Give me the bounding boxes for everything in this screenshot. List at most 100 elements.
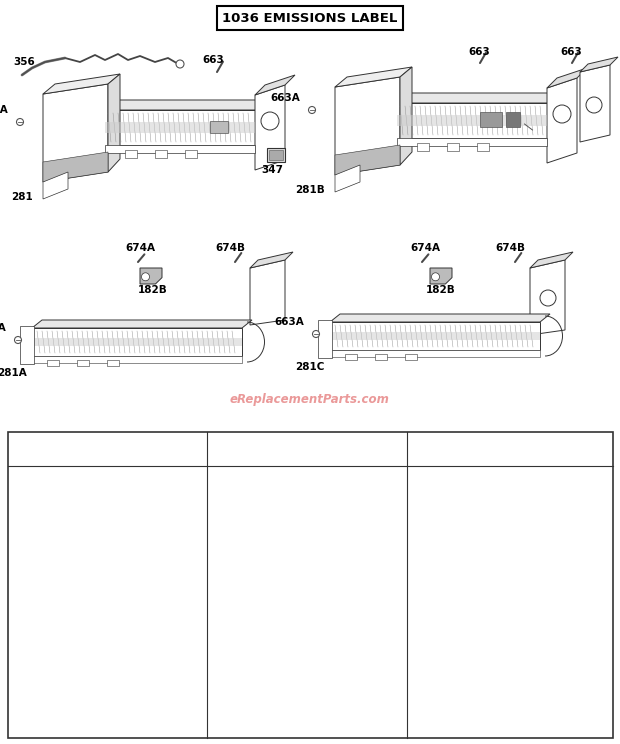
Text: 0110.: 0110. xyxy=(93,542,119,551)
Text: REF.
NO.: REF. NO. xyxy=(415,436,433,455)
Polygon shape xyxy=(397,138,547,146)
Text: Screw: Screw xyxy=(492,545,520,554)
Polygon shape xyxy=(105,122,255,132)
Text: 663: 663 xyxy=(202,55,224,65)
Polygon shape xyxy=(43,74,120,94)
Polygon shape xyxy=(335,77,400,175)
Text: PART
NO.: PART NO. xyxy=(50,436,72,455)
Text: 663: 663 xyxy=(415,473,434,482)
Text: 281: 281 xyxy=(11,192,33,202)
Text: DESCRIPTION: DESCRIPTION xyxy=(93,436,154,445)
Text: PART
NO.: PART NO. xyxy=(449,436,471,455)
Text: 663A: 663A xyxy=(274,317,304,327)
Polygon shape xyxy=(43,172,68,199)
Text: 1036 EMISSIONS LABEL: 1036 EMISSIONS LABEL xyxy=(223,11,397,25)
Text: 674A: 674A xyxy=(125,243,155,253)
Polygon shape xyxy=(140,268,162,284)
Text: 182B: 182B xyxy=(16,473,42,482)
Text: 663: 663 xyxy=(560,47,582,57)
Text: 356: 356 xyxy=(13,57,35,67)
Text: Used on Type No(s).: Used on Type No(s). xyxy=(93,497,183,506)
Text: Briggs & Stratton: Briggs & Stratton xyxy=(492,590,570,599)
Bar xyxy=(47,360,59,366)
Circle shape xyxy=(586,97,602,113)
Polygon shape xyxy=(547,68,587,88)
Polygon shape xyxy=(255,85,285,170)
Text: 281B: 281B xyxy=(295,185,325,195)
Bar xyxy=(32,356,242,363)
Text: (Control Panel): (Control Panel) xyxy=(492,484,559,493)
Text: Screw: Screw xyxy=(492,473,520,482)
Text: 182B: 182B xyxy=(138,285,168,295)
Circle shape xyxy=(309,106,316,114)
Text: Screw: Screw xyxy=(492,521,520,530)
Polygon shape xyxy=(430,268,452,284)
Polygon shape xyxy=(108,74,120,172)
Text: 0110, 0114.: 0110, 0114. xyxy=(292,553,347,562)
Text: Panel-Control: Panel-Control xyxy=(93,487,154,496)
Text: 674A: 674A xyxy=(415,521,441,530)
Polygon shape xyxy=(397,93,559,103)
Text: 711578: 711578 xyxy=(50,521,88,530)
Bar xyxy=(155,150,167,158)
Bar xyxy=(330,350,540,357)
Text: 663A: 663A xyxy=(415,497,441,506)
Text: Panel-Control: Panel-Control xyxy=(292,473,353,482)
Polygon shape xyxy=(547,78,577,163)
Polygon shape xyxy=(400,67,412,165)
Text: 347: 347 xyxy=(215,507,234,516)
Bar xyxy=(345,354,357,360)
Text: 281B: 281B xyxy=(16,556,42,565)
Text: 663A: 663A xyxy=(0,105,8,115)
Text: Used on Type No(s).: Used on Type No(s). xyxy=(93,566,183,575)
Bar xyxy=(375,354,387,360)
Text: 710234: 710234 xyxy=(449,497,487,506)
Circle shape xyxy=(14,336,22,344)
Polygon shape xyxy=(530,260,565,335)
Text: DESCRIPTION: DESCRIPTION xyxy=(292,436,353,445)
Text: 710491: 710491 xyxy=(50,473,88,482)
Polygon shape xyxy=(250,252,293,268)
Text: 710095: 710095 xyxy=(449,473,487,482)
Text: (Without Light): (Without Light) xyxy=(292,518,360,527)
Bar xyxy=(32,328,242,356)
Polygon shape xyxy=(105,145,255,153)
Bar xyxy=(405,354,417,360)
Bar xyxy=(417,143,429,151)
Circle shape xyxy=(312,330,319,338)
Circle shape xyxy=(176,60,184,68)
Text: REF.
NO.: REF. NO. xyxy=(16,436,34,455)
Text: (Fuel Tank Bracket): (Fuel Tank Bracket) xyxy=(492,531,578,540)
Bar xyxy=(318,320,332,358)
Text: 281A: 281A xyxy=(16,521,42,530)
Text: 711577: 711577 xyxy=(249,473,287,482)
Text: 691995: 691995 xyxy=(249,507,287,516)
Text: 711574: 711574 xyxy=(50,556,88,565)
Text: PART
NO.: PART NO. xyxy=(249,436,271,455)
Polygon shape xyxy=(397,103,547,138)
Text: 663A: 663A xyxy=(270,93,300,103)
Text: 0113.: 0113. xyxy=(93,577,119,586)
Text: 674A: 674A xyxy=(410,243,440,253)
Bar xyxy=(32,338,242,346)
Text: Wire-Stop: Wire-Stop xyxy=(292,531,336,540)
Polygon shape xyxy=(335,145,400,175)
Bar xyxy=(125,150,137,158)
Polygon shape xyxy=(105,100,267,110)
Polygon shape xyxy=(255,75,295,95)
Text: 281C: 281C xyxy=(296,362,325,372)
Text: 663: 663 xyxy=(468,47,490,57)
Text: Label-Emissions: Label-Emissions xyxy=(492,569,564,578)
Bar xyxy=(330,332,540,340)
Circle shape xyxy=(432,273,440,280)
Circle shape xyxy=(553,105,571,123)
Text: Available From A: Available From A xyxy=(492,580,567,589)
Bar xyxy=(107,360,119,366)
Text: 281C: 281C xyxy=(215,473,241,482)
Bar xyxy=(269,150,283,160)
Bar xyxy=(267,148,285,162)
Text: Bracket-Fuel Tank: Bracket-Fuel Tank xyxy=(93,473,172,482)
Text: 674B: 674B xyxy=(415,545,441,554)
Bar xyxy=(447,143,459,151)
Text: Panel-Control: Panel-Control xyxy=(93,556,154,565)
